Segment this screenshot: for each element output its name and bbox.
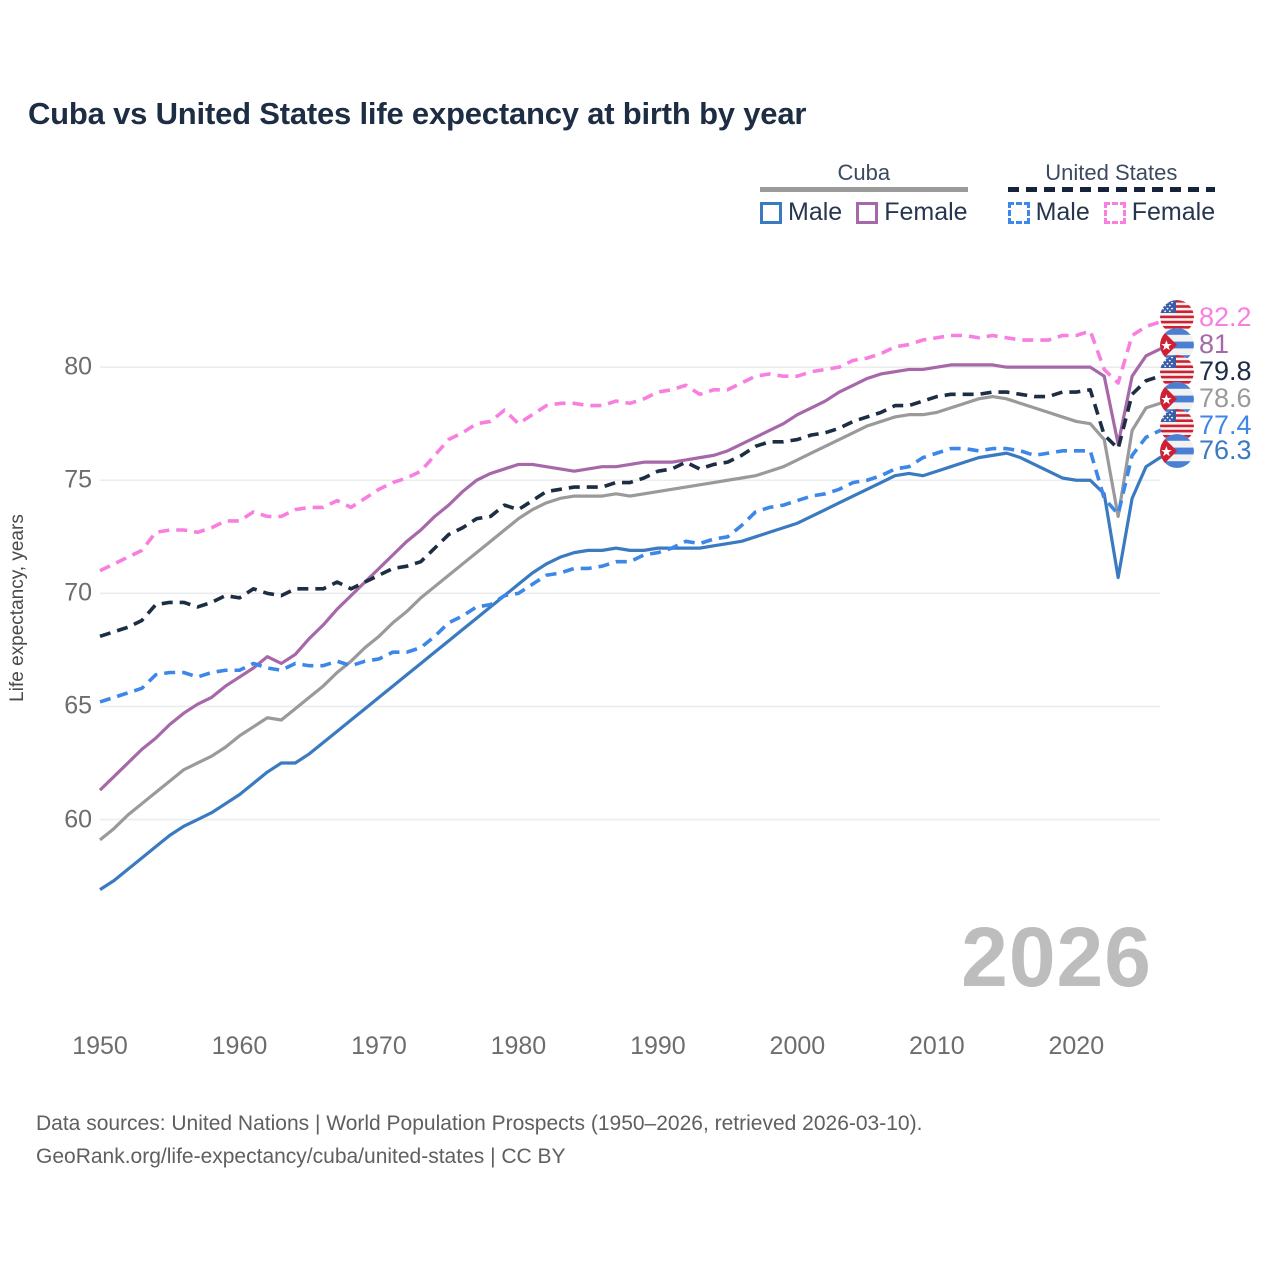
x-tick-2020: 2020 bbox=[1048, 1032, 1105, 1060]
legend-country-united-states: United States bbox=[1045, 160, 1178, 185]
x-tick-1970: 1970 bbox=[351, 1032, 407, 1060]
legend-swatch-cuba-female bbox=[856, 201, 879, 224]
end-label-united-states-male: 77.4 bbox=[1160, 408, 1252, 443]
x-tick-1990: 1990 bbox=[630, 1032, 686, 1060]
footer: Data sources: United Nations | World Pop… bbox=[36, 1108, 922, 1173]
legend-item-cuba-male[interactable]: Male bbox=[760, 198, 842, 227]
y-tick-70: 70 bbox=[64, 578, 92, 607]
legend-swatch-us-female bbox=[1103, 201, 1126, 224]
series-line-united-states-female bbox=[99, 315, 1175, 573]
x-tick-1950: 1950 bbox=[72, 1032, 128, 1060]
plot-area bbox=[98, 288, 1175, 910]
us-flag-icon bbox=[1160, 408, 1194, 443]
series-line-cuba-total bbox=[98, 394, 1175, 842]
y-tick-80: 80 bbox=[64, 352, 92, 381]
y-tick-75: 75 bbox=[64, 465, 92, 494]
x-tick-1980: 1980 bbox=[490, 1032, 547, 1060]
legend-swatch-us-male bbox=[1007, 201, 1030, 224]
series-line-cuba-male bbox=[99, 449, 1175, 891]
legend-swatch-cuba-male bbox=[760, 201, 782, 224]
series-line-united-states-male bbox=[99, 424, 1175, 704]
footer-line-1: Data sources: United Nations | World Pop… bbox=[36, 1112, 923, 1135]
legend-country-cuba: Cuba bbox=[837, 160, 891, 185]
end-label-value: 77.4 bbox=[1199, 410, 1252, 441]
legend-item-us-female[interactable]: Female bbox=[1103, 198, 1216, 227]
page-title: Cuba vs United States life expectancy at… bbox=[28, 96, 807, 131]
x-tick-1960: 1960 bbox=[211, 1032, 268, 1060]
series-line-cuba-female bbox=[98, 343, 1175, 792]
legend-label-cuba-female: Female bbox=[884, 198, 968, 227]
legend-group-cuba: Cuba Male Female bbox=[760, 160, 968, 227]
end-label-united-states-female: 82.2 bbox=[1160, 300, 1252, 335]
end-label-value: 76.3 bbox=[1199, 435, 1252, 466]
x-tick-2010: 2010 bbox=[909, 1032, 965, 1060]
legend-group-united-states: United States Male Female bbox=[1007, 160, 1216, 227]
legend-label-us-female: Female bbox=[1131, 198, 1216, 227]
plot-svg bbox=[98, 315, 1175, 891]
legend-rule-united-states bbox=[1007, 187, 1216, 193]
end-label-value: 82.2 bbox=[1199, 301, 1252, 332]
end-label-value: 81 bbox=[1199, 329, 1230, 360]
y-tick-60: 60 bbox=[64, 805, 92, 834]
legend-item-us-male[interactable]: Male bbox=[1007, 198, 1090, 227]
y-axis-ticks: 60 65 70 75 80 bbox=[0, 288, 92, 910]
end-label-value: 78.6 bbox=[1199, 383, 1252, 414]
chart-legend: Cuba Male Female United States Male bbox=[760, 160, 1216, 227]
cuba-flag-icon bbox=[1160, 433, 1194, 468]
end-label-cuba-male: 76.3 bbox=[1160, 433, 1252, 468]
year-watermark: 2026 bbox=[961, 910, 1152, 1004]
series-line-united-states-total bbox=[99, 369, 1175, 639]
end-label-value: 79.8 bbox=[1199, 356, 1252, 387]
legend-rule-cuba bbox=[760, 187, 968, 193]
y-tick-65: 65 bbox=[64, 691, 92, 720]
legend-label-cuba-male: Male bbox=[788, 198, 843, 227]
legend-item-cuba-female[interactable]: Female bbox=[856, 198, 968, 227]
footer-line-2: GeoRank.org/life-expectancy/cuba/united-… bbox=[36, 1144, 566, 1168]
legend-label-us-male: Male bbox=[1035, 198, 1090, 227]
x-tick-2000: 2000 bbox=[769, 1032, 826, 1060]
